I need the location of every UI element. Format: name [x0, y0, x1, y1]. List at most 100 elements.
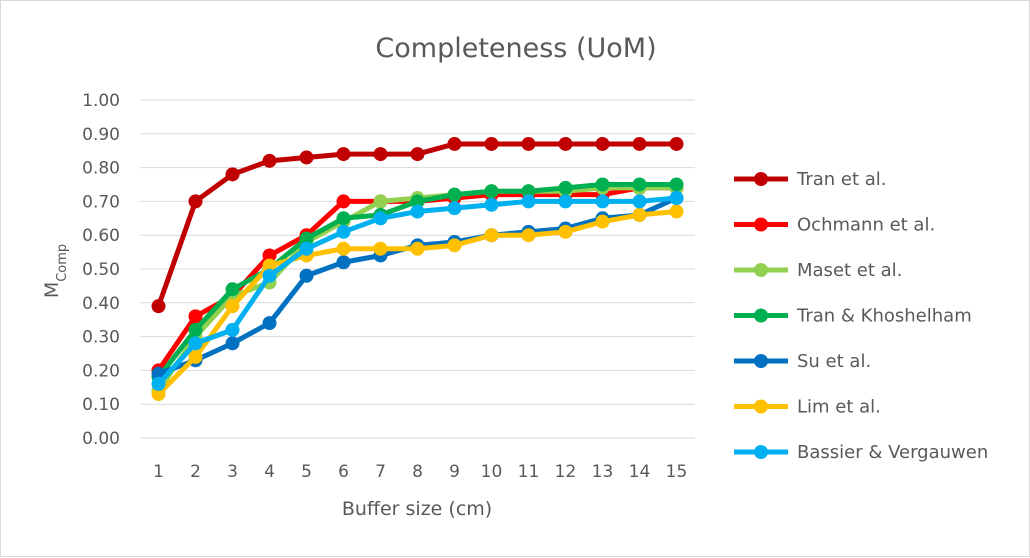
data-point	[151, 299, 166, 314]
legend-label: Su et al.	[797, 351, 871, 372]
data-point	[299, 268, 314, 283]
data-point	[151, 387, 166, 402]
data-point	[188, 349, 203, 364]
y-tick-label: 0.10	[82, 395, 120, 415]
data-point	[225, 299, 240, 314]
data-point	[484, 136, 499, 151]
data-point	[632, 136, 647, 151]
y-tick-labels: 0.00 0.10 0.20 0.30 0.40 0.50 0.60 0.70 0.80 0.90…	[82, 91, 120, 449]
legend-swatch-marker	[754, 354, 768, 368]
data-point	[669, 177, 684, 192]
legend-label: Tran & Khoshelham	[796, 306, 972, 327]
legend-swatch-marker	[754, 445, 768, 459]
series-0	[151, 136, 684, 314]
data-point	[484, 197, 499, 212]
data-point	[373, 241, 388, 256]
x-tick-label: 2	[190, 462, 201, 482]
data-point	[299, 150, 314, 165]
data-point	[484, 184, 499, 199]
data-point	[558, 194, 573, 209]
data-point	[336, 147, 351, 162]
legend-item-3: Tran & Khoshelham	[734, 306, 972, 327]
legend-item-6: Bassier & Vergauwen	[734, 442, 988, 463]
data-point	[410, 147, 425, 162]
data-point	[410, 204, 425, 219]
data-point	[262, 258, 277, 273]
data-point	[595, 214, 610, 229]
y-tick-label: 0.90	[82, 125, 120, 145]
legend-label: Ochmann et al.	[797, 215, 935, 236]
data-point	[521, 184, 536, 199]
x-axis-label: Buffer size (cm)	[342, 498, 492, 520]
y-tick-label: 0.70	[82, 192, 120, 212]
legend-label: Tran et al.	[796, 169, 887, 190]
data-point	[262, 316, 277, 331]
legend-item-2: Maset et al.	[734, 260, 902, 281]
data-point	[262, 248, 277, 263]
x-tick-label: 1	[153, 462, 164, 482]
data-point	[262, 153, 277, 168]
data-point	[225, 322, 240, 337]
data-point	[595, 177, 610, 192]
y-tick-label: 0.40	[82, 294, 120, 314]
data-point	[447, 201, 462, 216]
data-point	[262, 268, 277, 283]
legend-swatch-marker	[754, 399, 768, 414]
legend-item-0: Tran et al.	[734, 169, 887, 190]
x-tick-label: 4	[264, 462, 275, 482]
y-tick-label: 0.30	[82, 328, 120, 348]
data-point	[632, 177, 647, 192]
x-tick-label: 11	[518, 462, 540, 482]
series-layer	[151, 136, 684, 402]
legend-item-5: Lim et al.	[734, 397, 881, 418]
data-point	[299, 231, 314, 246]
x-tick-label: 12	[555, 462, 577, 482]
data-point	[447, 136, 462, 151]
legend-label: Bassier & Vergauwen	[797, 442, 988, 463]
data-point	[595, 194, 610, 209]
data-point	[410, 241, 425, 256]
data-point	[447, 238, 462, 253]
y-tick-label: 0.50	[82, 260, 120, 280]
data-point	[336, 194, 351, 209]
data-point	[225, 167, 240, 182]
x-tick-label: 15	[666, 462, 688, 482]
data-point	[225, 282, 240, 297]
legend-swatch-marker	[754, 217, 768, 232]
legend: Tran et al. Ochmann et al. Maset et al. Tra…	[734, 169, 988, 463]
x-tick-label: 3	[227, 462, 238, 482]
data-point	[336, 211, 351, 226]
data-point	[558, 224, 573, 239]
legend-swatch-marker	[754, 263, 768, 277]
data-point	[299, 241, 314, 256]
y-tick-label: 0.80	[82, 159, 120, 179]
x-tick-label: 8	[412, 462, 423, 482]
data-point	[373, 147, 388, 162]
y-axis-label-main: M	[41, 282, 63, 298]
y-tick-label: 1.00	[82, 91, 120, 111]
data-point	[336, 255, 351, 270]
data-point	[669, 136, 684, 151]
legend-swatch-marker	[754, 172, 768, 186]
y-axis-label-sub: Comp	[55, 244, 70, 282]
data-point	[632, 207, 647, 222]
data-point	[558, 180, 573, 195]
data-point	[225, 336, 240, 351]
data-point	[188, 194, 203, 209]
x-tick-label: 14	[629, 462, 651, 482]
x-tick-label: 13	[592, 462, 614, 482]
data-point	[447, 187, 462, 202]
legend-item-1: Ochmann et al.	[734, 215, 935, 236]
legend-swatch-marker	[754, 308, 768, 323]
legend-label: Maset et al.	[797, 260, 902, 281]
data-point	[521, 228, 536, 243]
y-tick-label: 0.60	[82, 226, 120, 246]
x-tick-label: 6	[338, 462, 349, 482]
data-point	[669, 204, 684, 219]
gridlines	[140, 99, 695, 439]
data-point	[188, 336, 203, 351]
x-tick-label: 10	[481, 462, 503, 482]
series-6	[151, 191, 684, 391]
